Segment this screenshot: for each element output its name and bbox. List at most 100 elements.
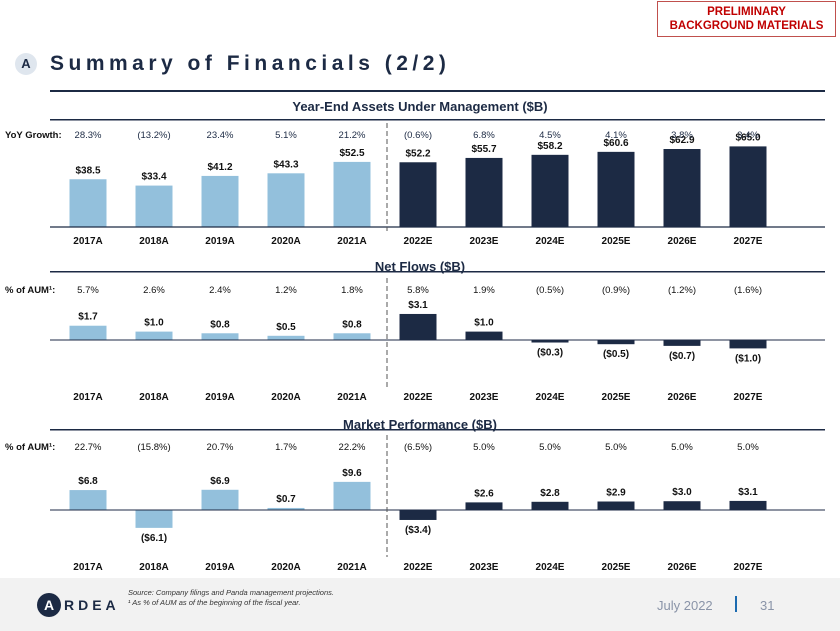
category-label-1-4: 2021A xyxy=(337,392,366,403)
row-value-0-9: 3.8% xyxy=(671,130,693,141)
bar-2-6 xyxy=(465,502,503,510)
bar-2-1 xyxy=(135,510,173,528)
stamp-line-1: PRELIMINARY xyxy=(707,6,786,18)
row-value-2-5: (6.5%) xyxy=(404,442,432,453)
logo-wordmark: RDEA xyxy=(64,597,120,613)
category-label-2-6: 2023E xyxy=(470,562,499,573)
row-value-1-5: 5.8% xyxy=(407,285,429,296)
row-value-1-4: 1.8% xyxy=(341,285,363,296)
value-label-2-0: $6.8 xyxy=(78,476,98,487)
chart-title-1: Net Flows ($B) xyxy=(375,259,465,274)
row-value-1-9: (1.2%) xyxy=(668,285,696,296)
row-value-1-6: 1.9% xyxy=(473,285,495,296)
logo-disc: A xyxy=(37,593,61,617)
value-label-2-6: $2.6 xyxy=(474,488,494,499)
value-label-1-9: ($0.7) xyxy=(669,351,695,362)
row-value-2-3: 1.7% xyxy=(275,442,297,453)
value-label-2-10: $3.1 xyxy=(738,487,758,498)
value-label-1-0: $1.7 xyxy=(78,312,98,323)
row-value-2-1: (15.8%) xyxy=(137,442,170,453)
category-label-1-3: 2020A xyxy=(271,392,300,403)
row-value-1-8: (0.9%) xyxy=(602,285,630,296)
value-label-0-4: $52.5 xyxy=(339,148,364,159)
ardea-logo: A RDEA xyxy=(37,593,120,617)
value-label-2-9: $3.0 xyxy=(672,487,692,498)
bar-2-3 xyxy=(267,507,305,510)
bar-1-5 xyxy=(399,313,437,340)
value-label-1-6: $1.0 xyxy=(474,318,494,329)
bar-0-7 xyxy=(531,154,569,227)
category-label-0-2: 2019A xyxy=(205,236,234,247)
value-label-2-3: $0.7 xyxy=(276,494,296,505)
row-label-0: YoY Growth: xyxy=(5,130,62,141)
bar-0-6 xyxy=(465,157,503,227)
title-rule xyxy=(50,90,825,92)
category-label-2-1: 2018A xyxy=(139,562,168,573)
row-value-0-0: 28.3% xyxy=(75,130,102,141)
bar-1-3 xyxy=(267,335,305,340)
category-label-1-10: 2027E xyxy=(734,392,763,403)
category-label-0-1: 2018A xyxy=(139,236,168,247)
bar-1-8 xyxy=(597,340,635,345)
bar-1-4 xyxy=(333,333,371,340)
footnote-text: ¹ As % of AUM as of the beginning of the… xyxy=(128,598,301,607)
value-label-1-10: ($1.0) xyxy=(735,353,761,364)
category-label-0-4: 2021A xyxy=(337,236,366,247)
value-label-2-1: ($6.1) xyxy=(141,533,167,544)
category-label-2-4: 2021A xyxy=(337,562,366,573)
bar-1-6 xyxy=(465,331,503,340)
bar-0-5 xyxy=(399,162,437,227)
row-value-0-5: (0.6%) xyxy=(404,130,432,141)
bar-1-7 xyxy=(531,340,569,343)
category-label-0-3: 2020A xyxy=(271,236,300,247)
row-value-1-2: 2.4% xyxy=(209,285,231,296)
bar-0-1 xyxy=(135,185,173,227)
bar-2-0 xyxy=(69,490,107,510)
chart-rule-2 xyxy=(50,429,825,431)
footer-bar xyxy=(0,578,840,631)
bar-0-10 xyxy=(729,146,767,227)
row-value-2-7: 5.0% xyxy=(539,442,561,453)
category-label-0-8: 2025E xyxy=(602,236,631,247)
value-label-0-3: $43.3 xyxy=(273,159,298,170)
bar-0-4 xyxy=(333,161,371,227)
value-label-1-1: $1.0 xyxy=(144,318,164,329)
row-value-0-1: (13.2%) xyxy=(137,130,170,141)
row-value-2-9: 5.0% xyxy=(671,442,693,453)
bar-1-2 xyxy=(201,333,239,340)
chart-rule-1 xyxy=(50,271,825,273)
value-label-1-5: $3.1 xyxy=(408,300,428,311)
row-value-0-6: 6.8% xyxy=(473,130,495,141)
row-value-0-7: 4.5% xyxy=(539,130,561,141)
financials-charts: Year-End Assets Under Management ($B) YoY… xyxy=(5,99,825,573)
page-title: Summary of Financials (2/2) xyxy=(50,52,451,75)
category-label-2-9: 2026E xyxy=(668,562,697,573)
row-value-1-1: 2.6% xyxy=(143,285,165,296)
stamp-line-2: BACKGROUND MATERIALS xyxy=(669,20,824,32)
row-value-0-4: 21.2% xyxy=(339,130,366,141)
value-label-0-9: $62.9 xyxy=(669,135,694,146)
category-label-1-2: 2019A xyxy=(205,392,234,403)
row-value-2-4: 22.2% xyxy=(339,442,366,453)
footer-separator xyxy=(735,596,737,612)
bar-2-8 xyxy=(597,501,635,510)
category-label-0-10: 2027E xyxy=(734,236,763,247)
row-value-1-0: 5.7% xyxy=(77,285,99,296)
bar-1-0 xyxy=(69,325,107,340)
category-label-1-5: 2022E xyxy=(404,392,433,403)
category-label-0-9: 2026E xyxy=(668,236,697,247)
source-notes: Source: Company filings and Panda manage… xyxy=(128,588,334,608)
category-label-0-7: 2024E xyxy=(536,236,565,247)
bar-1-10 xyxy=(729,340,767,349)
category-label-1-1: 2018A xyxy=(139,392,168,403)
row-value-0-2: 23.4% xyxy=(207,130,234,141)
row-value-0-10: 3.4% xyxy=(737,130,759,141)
value-label-0-6: $55.7 xyxy=(471,144,496,155)
bar-0-0 xyxy=(69,179,107,227)
row-value-2-10: 5.0% xyxy=(737,442,759,453)
chart-title-0: Year-End Assets Under Management ($B) xyxy=(292,99,547,114)
category-label-2-10: 2027E xyxy=(734,562,763,573)
value-label-0-1: $33.4 xyxy=(141,172,166,183)
row-label-1: % of AUM¹: xyxy=(5,285,55,296)
category-label-2-2: 2019A xyxy=(205,562,234,573)
